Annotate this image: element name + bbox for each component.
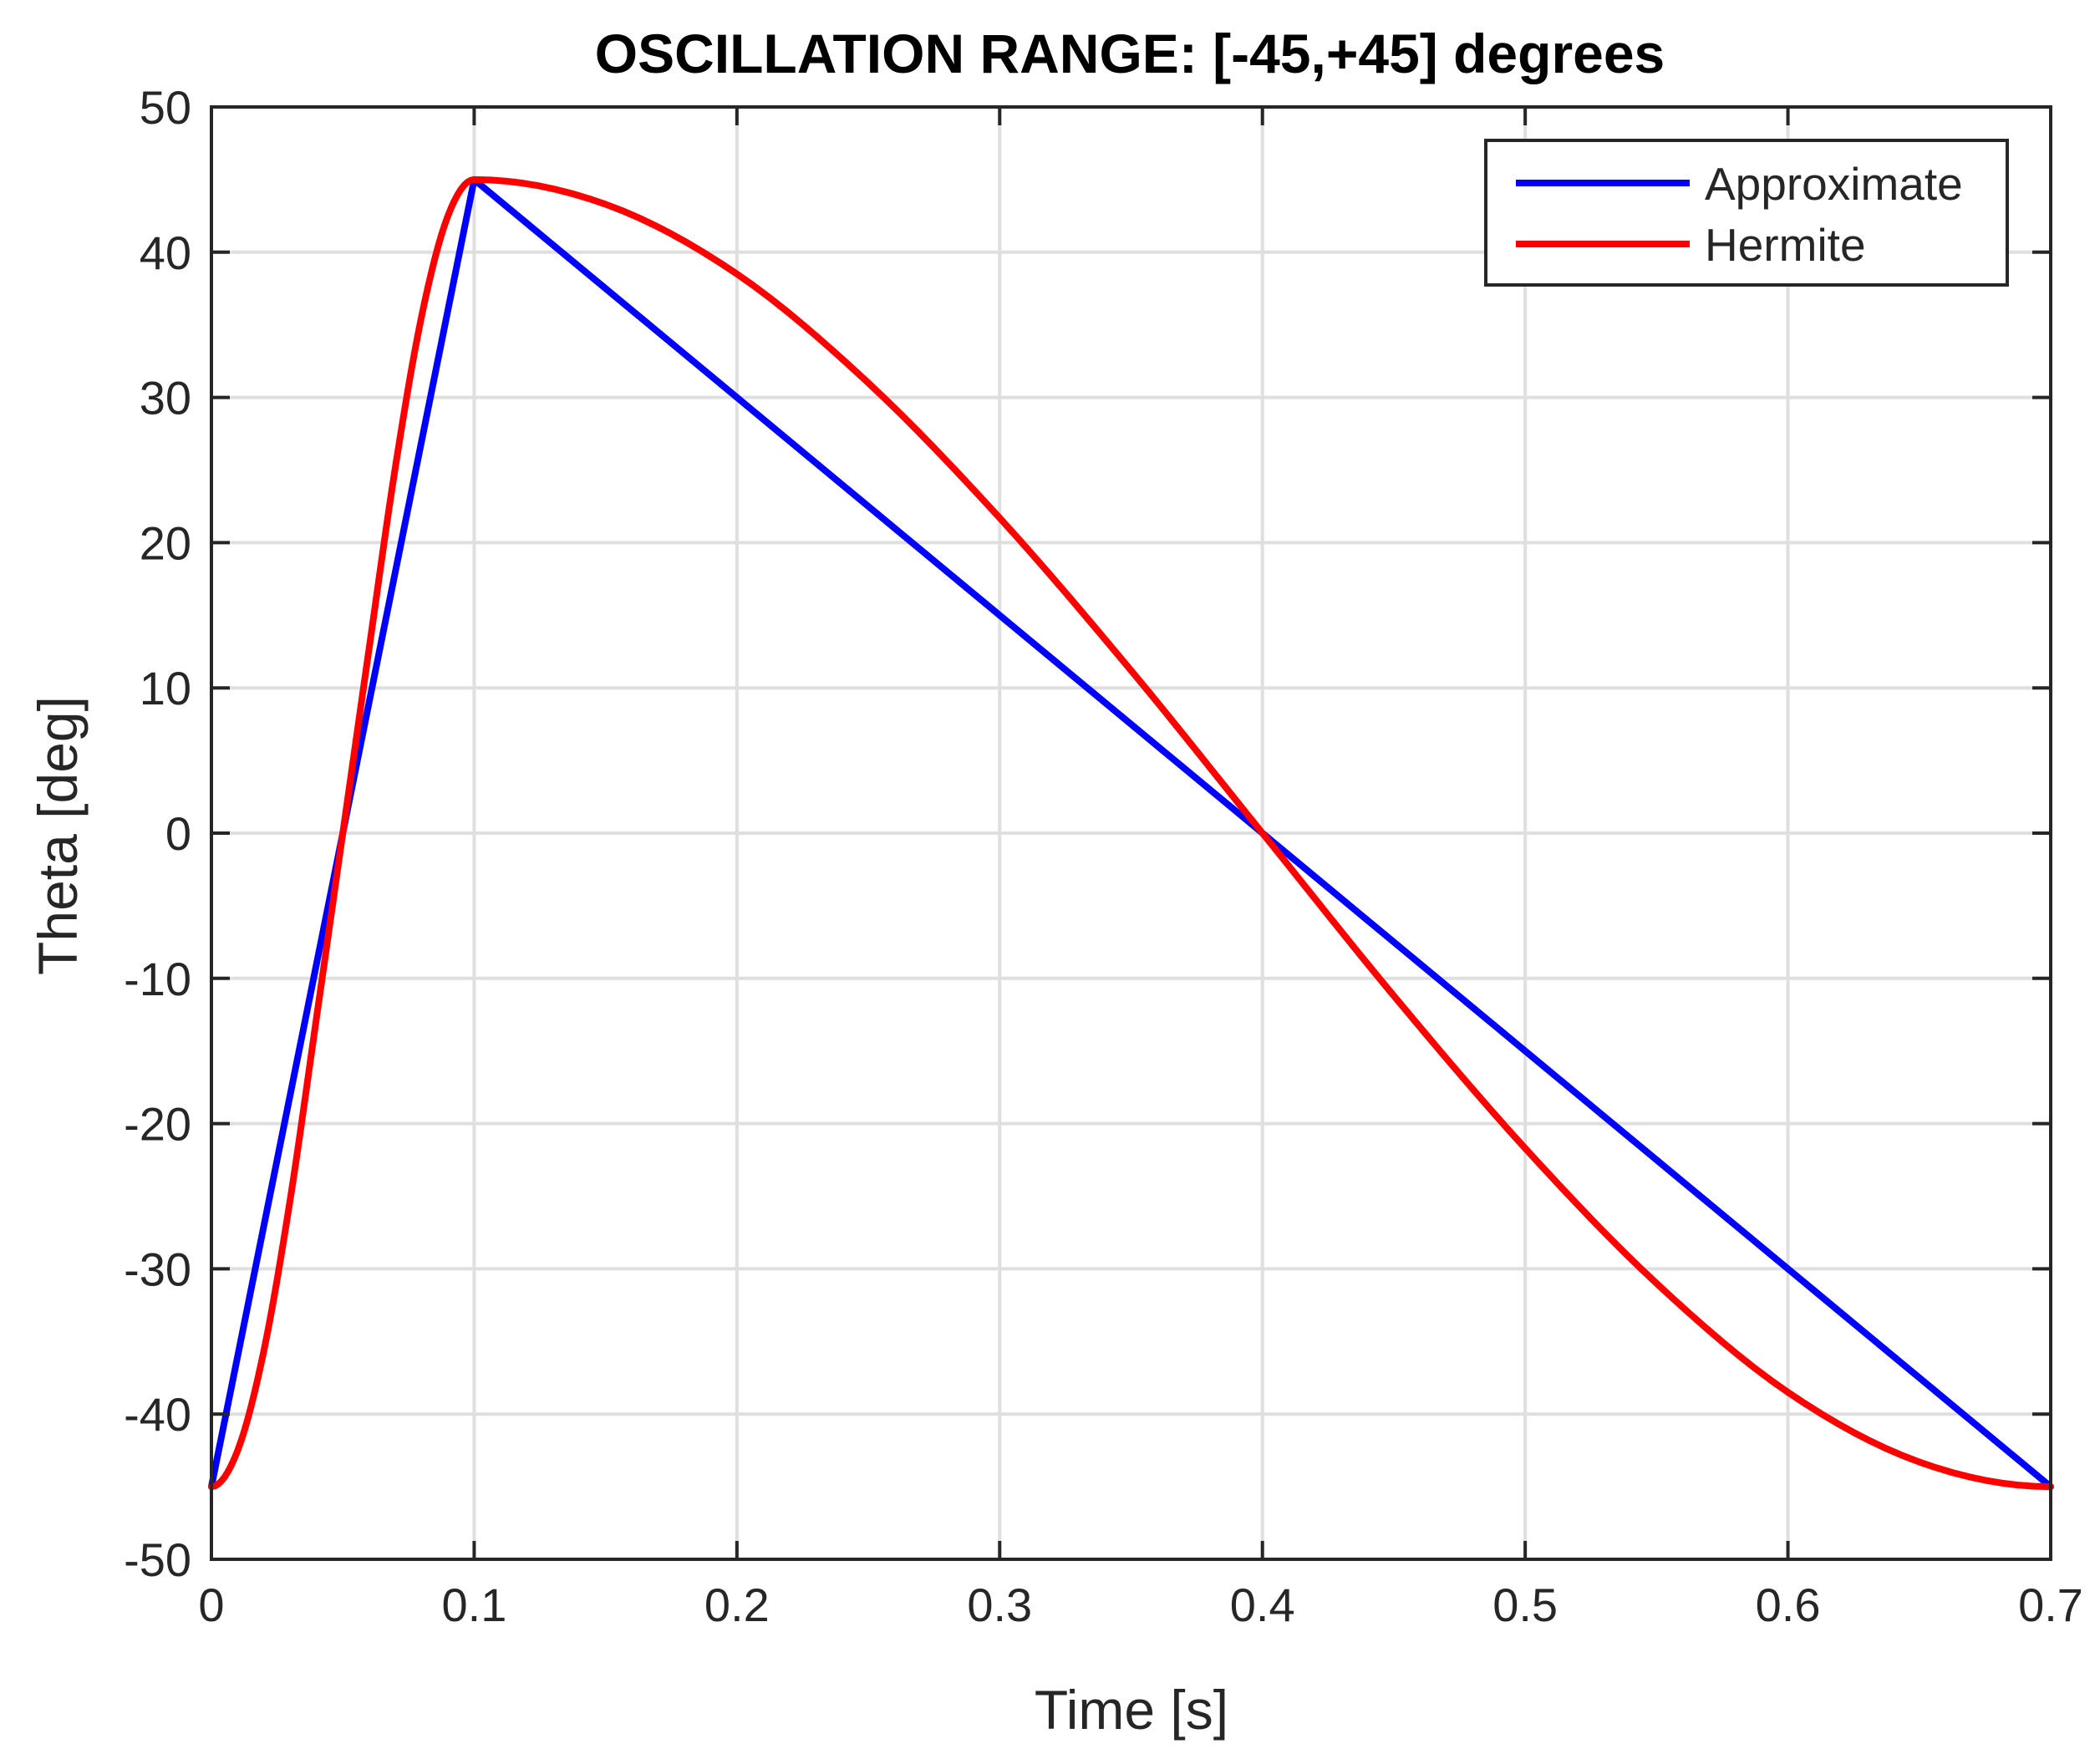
x-axis-label: Time [s] <box>1035 1679 1228 1741</box>
y-tick-label: 20 <box>140 516 191 569</box>
x-tick-label: 0.3 <box>967 1579 1032 1631</box>
legend: Approximate Hermite <box>1484 139 2009 287</box>
x-tick-label: 0.5 <box>1492 1579 1558 1631</box>
y-tick-label: 10 <box>140 662 191 714</box>
legend-label-hermite: Hermite <box>1705 219 1866 271</box>
x-tick-label: 0.1 <box>441 1579 506 1631</box>
y-tick-label: -10 <box>124 953 191 1005</box>
legend-box <box>1484 139 2009 287</box>
y-tick-label: 0 <box>165 807 191 860</box>
y-tick-label: 30 <box>140 372 191 425</box>
axis-ticks: 0 0.1 0.2 0.3 0.4 0.5 0.6 0.7 -50 -40 -30 -20 -10 0 10… <box>124 81 2083 1631</box>
x-tick-label: 0.7 <box>2018 1579 2083 1631</box>
x-tick-label: 0.2 <box>704 1579 770 1631</box>
y-tick-label: -20 <box>124 1098 191 1151</box>
x-tick-label: 0.6 <box>1756 1579 1821 1631</box>
chart-title: OSCILLATION RANGE: [-45,+45] degrees <box>595 23 1665 84</box>
y-tick-label: -30 <box>124 1243 191 1295</box>
y-tick-label: -40 <box>124 1388 191 1441</box>
y-axis-label: Theta [deg] <box>27 696 89 975</box>
legend-label-approximate: Approximate <box>1705 158 1963 210</box>
x-tick-label: 0 <box>198 1579 224 1631</box>
x-tick-label: 0.4 <box>1230 1579 1295 1631</box>
y-tick-label: -50 <box>124 1533 191 1586</box>
series-lines <box>208 175 2054 1491</box>
series-line-hermite <box>208 175 2054 1491</box>
y-tick-label: 40 <box>140 226 191 279</box>
y-tick-label: 50 <box>140 81 191 134</box>
